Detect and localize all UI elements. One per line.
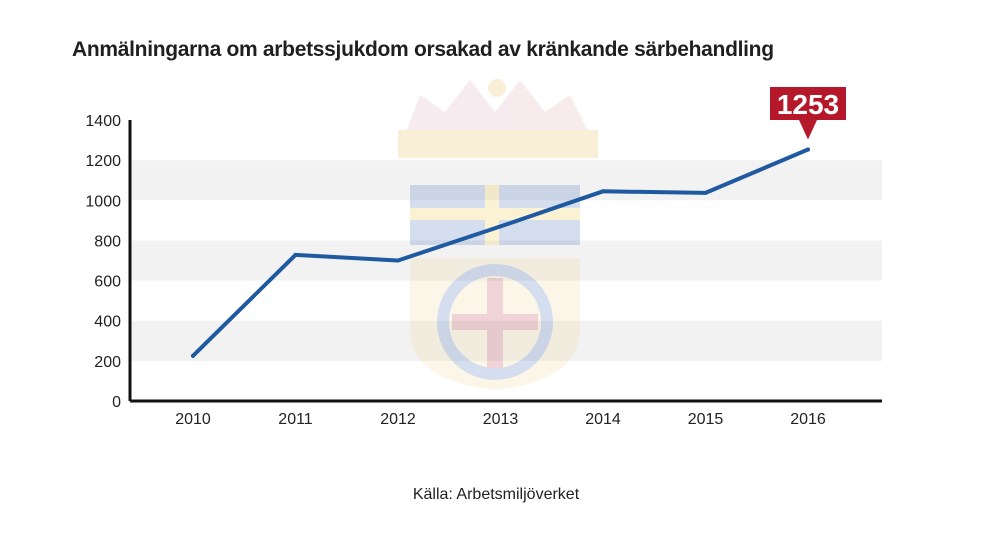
- data-point: [601, 189, 605, 194]
- x-tick-label: 2010: [175, 411, 211, 428]
- value-callout: 1253: [770, 87, 846, 140]
- y-tick-label: 200: [94, 354, 121, 371]
- y-tick-label: 1200: [85, 153, 121, 170]
- x-tick-label: 2013: [483, 411, 519, 428]
- grid-bands: [130, 160, 882, 361]
- y-tick-label: 1400: [85, 113, 121, 130]
- x-tick-labels: 2010 2011 2012 2013 2014 2015 2016: [175, 411, 826, 428]
- data-point: [191, 353, 195, 358]
- y-tick-labels: 0 200 400 600 800 1000 1200 1400: [85, 113, 121, 411]
- y-tick-label: 800: [94, 233, 121, 250]
- data-point: [703, 190, 708, 195]
- y-tick-label: 600: [94, 274, 121, 291]
- x-tick-label: 2011: [278, 411, 313, 428]
- grid-band: [130, 240, 882, 281]
- data-point: [806, 147, 810, 152]
- x-tick-label: 2016: [790, 411, 826, 428]
- axes: [128, 120, 882, 403]
- grid-band: [130, 320, 882, 361]
- callout-label: 1253: [777, 89, 839, 120]
- x-tick-label: 2015: [688, 411, 724, 428]
- callout-marker: [770, 87, 846, 140]
- data-point: [293, 252, 298, 257]
- data-point: [498, 224, 503, 229]
- chart-title: Anmälningarna om arbetssjukdom orsakad a…: [72, 38, 774, 61]
- x-tick-label: 2012: [380, 411, 416, 428]
- source-note: Källa: Arbetsmiljöverket: [412, 486, 580, 503]
- data-point: [396, 258, 400, 263]
- x-tick-label: 2014: [585, 411, 621, 428]
- series-points: [191, 147, 810, 358]
- y-tick-label: 400: [94, 314, 121, 331]
- grid-band: [130, 160, 882, 201]
- y-tick-label: 0: [112, 394, 121, 411]
- y-tick-label: 1000: [85, 193, 121, 210]
- coat-of-arms-watermark: [398, 79, 598, 390]
